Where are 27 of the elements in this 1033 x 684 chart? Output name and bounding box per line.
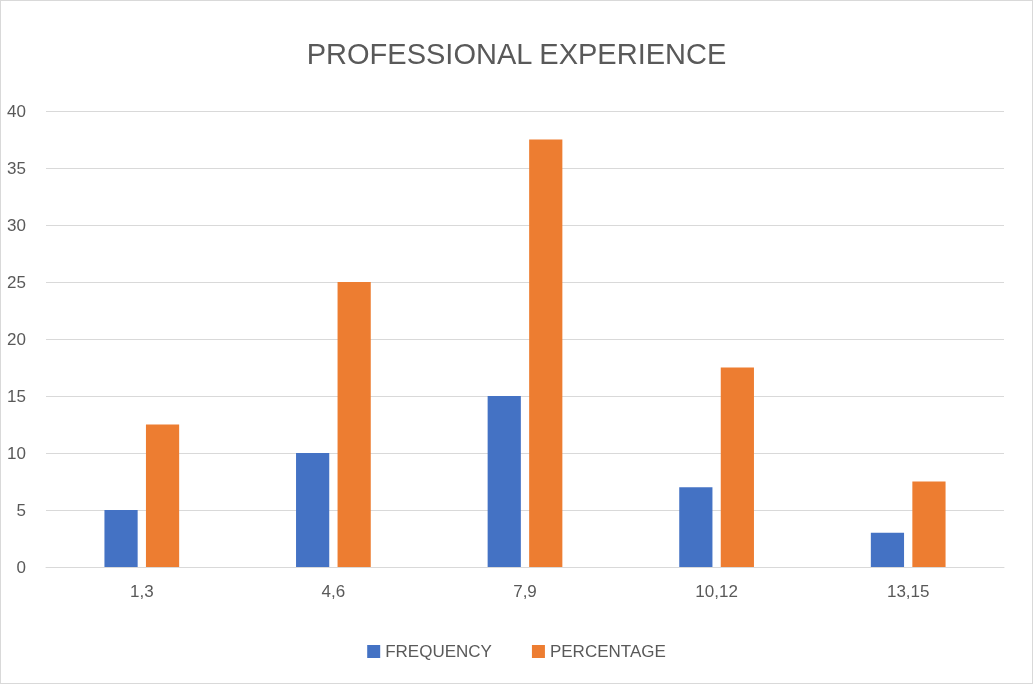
bar <box>296 453 330 567</box>
y-tick-label: 25 <box>7 272 26 292</box>
bar <box>529 139 563 567</box>
bar <box>145 424 180 567</box>
bar <box>679 487 713 567</box>
x-tick-label: 7,9 <box>513 582 537 601</box>
y-tick-label: 10 <box>7 443 26 463</box>
x-tick-label: 1,3 <box>129 582 154 601</box>
chart-title: PROFESSIONAL EXPERIENCE <box>306 37 727 70</box>
y-tick-label: 5 <box>16 500 26 520</box>
y-tick-label: 0 <box>16 557 26 577</box>
bar <box>912 481 946 567</box>
legend-label: PERCENTAGE <box>549 642 666 661</box>
y-tick-label: 35 <box>7 158 26 178</box>
y-tick-label: 40 <box>7 101 26 121</box>
bar <box>870 532 905 567</box>
y-tick-label: 15 <box>7 386 26 406</box>
x-tick-label: 4,6 <box>321 582 346 601</box>
bar <box>104 510 138 567</box>
bar <box>720 367 754 567</box>
y-tick-label: 20 <box>7 329 26 349</box>
x-tick-label: 13,15 <box>886 582 930 601</box>
legend-label: FREQUENCY <box>385 642 492 661</box>
bar <box>337 282 371 567</box>
bar <box>487 396 521 567</box>
y-tick-label: 30 <box>7 215 26 235</box>
x-tick-label: 10,12 <box>695 582 738 601</box>
